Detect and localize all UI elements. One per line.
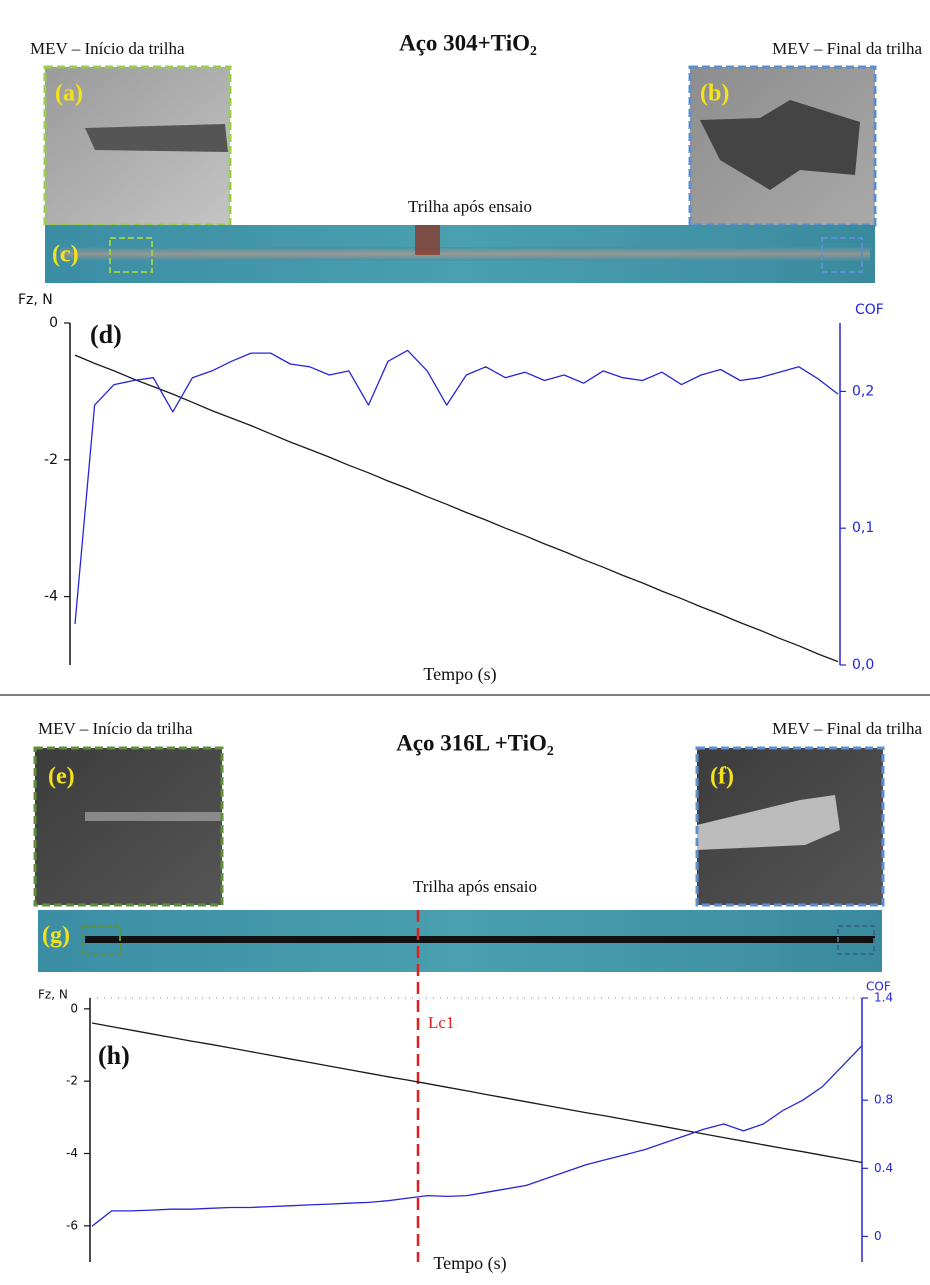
y-tick-label: 0 xyxy=(70,1001,78,1015)
caption: Trilha após ensaio xyxy=(413,877,537,896)
y2-tick-label: 0,1 xyxy=(852,520,874,536)
caption: Trilha após ensaio xyxy=(408,197,532,216)
image-label: (c) xyxy=(52,242,79,268)
y-tick-label: -4 xyxy=(44,589,58,605)
y2-tick-label: 0.4 xyxy=(874,1161,893,1175)
track-image xyxy=(38,910,882,972)
y-tick-label: 0 xyxy=(49,315,58,331)
y-axis-label: Fz, N xyxy=(18,292,53,308)
panel-label: (d) xyxy=(90,320,122,349)
y-tick-label: -2 xyxy=(44,452,58,468)
image-label: (g) xyxy=(42,923,70,949)
y2-tick-label: 0,0 xyxy=(852,657,874,673)
image-label: (a) xyxy=(55,81,83,107)
y2-tick-label: 1.4 xyxy=(874,991,893,1005)
image-label: (b) xyxy=(700,81,729,107)
y2-tick-label: 0,2 xyxy=(852,383,874,399)
y-axis-label: Fz, N xyxy=(38,988,68,1002)
image-label: (f) xyxy=(710,764,734,790)
panel-title: Aço 304+TiO₂ xyxy=(399,30,537,55)
track-image xyxy=(45,225,875,283)
panel-title: Aço 316L +TiO₂ xyxy=(396,730,554,755)
y2-axis-label: COF xyxy=(855,302,884,318)
caption: MEV – Início da trilha xyxy=(30,39,185,58)
series-line xyxy=(74,354,839,663)
y2-tick-label: 0 xyxy=(874,1229,882,1243)
y-tick-label: -4 xyxy=(66,1146,78,1160)
y2-tick-label: 0.8 xyxy=(874,1093,893,1107)
caption: MEV – Final da trilha xyxy=(772,719,922,738)
series-line xyxy=(91,1022,863,1164)
x-axis-label: Tempo (s) xyxy=(433,1253,506,1274)
sem-image xyxy=(33,746,224,907)
sem-image xyxy=(695,746,885,907)
y-tick-label: -6 xyxy=(66,1218,78,1232)
y-tick-label: -2 xyxy=(66,1074,78,1088)
y2-axis-label: COF xyxy=(866,980,891,994)
annotation: Lc1 xyxy=(428,1013,454,1032)
caption: MEV – Final da trilha xyxy=(772,39,922,58)
series-line xyxy=(91,1045,863,1227)
series-line xyxy=(74,349,839,625)
panel-label: (h) xyxy=(98,1041,130,1070)
x-axis-label: Tempo (s) xyxy=(423,664,496,685)
caption: MEV – Início da trilha xyxy=(38,719,193,738)
image-label: (e) xyxy=(48,764,75,790)
